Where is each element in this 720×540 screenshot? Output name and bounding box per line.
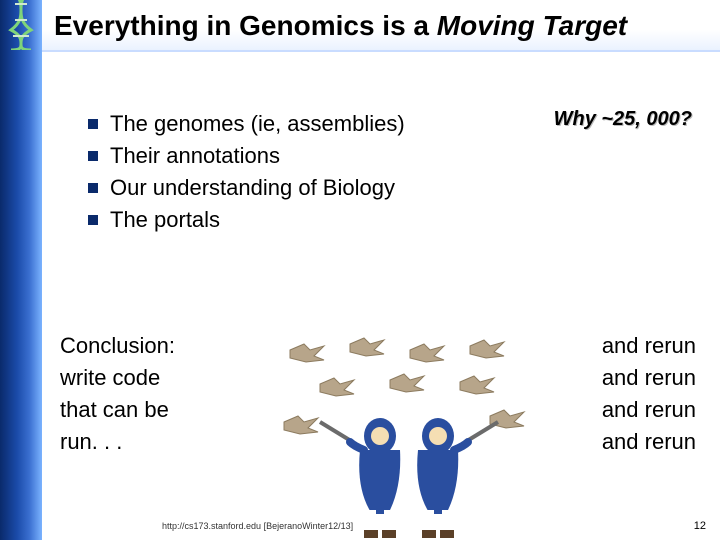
footer-credit: http://cs173.stanford.edu [BejeranoWinte… xyxy=(162,521,353,531)
conclusion-block: Conclusion: write code that can be run. … xyxy=(60,330,260,458)
rerun-line: and rerun xyxy=(602,426,696,458)
title-italic: Moving Target xyxy=(437,10,627,41)
bird-icon xyxy=(390,374,424,392)
bullet-item: The genomes (ie, assemblies) xyxy=(88,108,702,140)
slide-body: Why ~25, 000? The genomes (ie, assemblie… xyxy=(42,100,720,512)
rerun-block: and rerun and rerun and rerun and rerun xyxy=(602,330,696,458)
hunters-illustration xyxy=(270,320,550,540)
bullet-item: Their annotations xyxy=(88,140,702,172)
footer: http://cs173.stanford.edu [BejeranoWinte… xyxy=(42,516,720,536)
bird-icon xyxy=(460,376,494,394)
page-number: 12 xyxy=(694,520,706,532)
slide-title: Everything in Genomics is a Moving Targe… xyxy=(54,10,708,42)
bird-icon xyxy=(470,340,504,358)
bird-icon xyxy=(350,338,384,356)
conclusion-line: run. . . xyxy=(60,426,260,458)
bullet-item: Our understanding of Biology xyxy=(88,172,702,204)
bullet-item: The portals xyxy=(88,204,702,236)
rerun-line: and rerun xyxy=(602,362,696,394)
title-plain: Everything in Genomics is a xyxy=(54,10,437,41)
bird-icon xyxy=(410,344,444,362)
conclusion-line: Conclusion: xyxy=(60,330,260,362)
left-rail xyxy=(0,0,42,540)
conclusion-line: write code xyxy=(60,362,260,394)
conclusion-line: that can be xyxy=(60,394,260,426)
rerun-line: and rerun xyxy=(602,394,696,426)
dna-icon xyxy=(6,0,36,50)
bird-icon xyxy=(290,344,324,362)
bullet-list: The genomes (ie, assemblies) Their annot… xyxy=(88,108,702,236)
slide-title-bar: Everything in Genomics is a Moving Targe… xyxy=(42,0,720,52)
bird-icon xyxy=(320,378,354,396)
bird-icon xyxy=(284,416,318,434)
rerun-line: and rerun xyxy=(602,330,696,362)
lower-row: Conclusion: write code that can be run. … xyxy=(60,330,702,530)
